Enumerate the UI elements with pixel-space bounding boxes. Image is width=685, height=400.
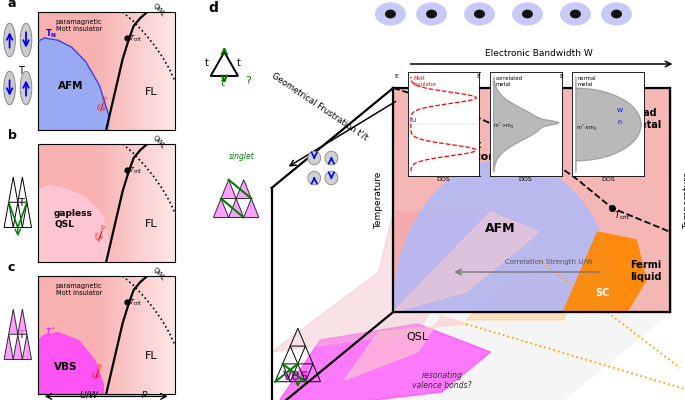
Text: T: T [18,66,24,76]
Text: Temperature: Temperature [374,171,383,229]
Ellipse shape [308,151,321,165]
X-axis label: DOS: DOS [436,177,451,182]
Ellipse shape [325,171,338,185]
Text: QWL: QWL [151,2,166,18]
Polygon shape [4,334,13,360]
Polygon shape [393,160,671,312]
Text: VBS: VBS [283,370,309,383]
Text: QSL: QSL [406,332,429,342]
Polygon shape [393,88,671,312]
Polygon shape [38,185,109,262]
Text: $T^*$: $T^*$ [45,326,56,338]
Text: b: b [8,129,16,142]
Text: $m^*\!\approx\!m_0$: $m^*\!\approx\!m_0$ [575,123,597,133]
Text: paramagnetic
Mott insulator: paramagnetic Mott insulator [55,283,102,296]
Text: E: E [477,74,481,79]
Text: Mott
insulator: Mott insulator [413,76,436,87]
Text: $\frac{dT^{HL}}{dp}\!>\!0$: $\frac{dT^{HL}}{dp}\!>\!0$ [92,222,113,244]
Text: $\frac{dT_N}{dp}\!<\!0$: $\frac{dT_N}{dp}\!<\!0$ [95,93,114,114]
Text: AFM: AFM [58,81,84,91]
Text: QWL: QWL [151,134,166,150]
Text: normal
metal: normal metal [577,76,597,87]
Text: E: E [559,74,563,79]
Polygon shape [38,38,109,130]
Ellipse shape [4,71,15,105]
Polygon shape [214,198,229,218]
Text: c: c [8,261,15,274]
Text: $T_{\rm crit}$: $T_{\rm crit}$ [129,297,142,308]
Text: paramagnetic
Mott insulator: paramagnetic Mott insulator [55,19,102,32]
Polygon shape [18,309,27,334]
Text: $p$: $p$ [141,389,148,400]
Ellipse shape [308,171,321,185]
Polygon shape [244,198,259,218]
Ellipse shape [21,23,32,57]
Text: QWL: QWL [151,266,166,282]
Text: a: a [8,0,16,10]
Polygon shape [563,232,646,312]
Text: $U/W$: $U/W$ [79,389,100,400]
Text: T: T [18,330,24,340]
Polygon shape [38,333,103,394]
Polygon shape [221,180,236,198]
Polygon shape [271,312,671,400]
Text: FL: FL [145,350,157,361]
Text: singlet: singlet [229,152,254,161]
Text: FL: FL [145,87,157,97]
Text: $m^*\!>\!m_0$: $m^*\!>\!m_0$ [493,121,514,131]
Ellipse shape [4,23,15,57]
Polygon shape [393,212,539,312]
Polygon shape [236,180,251,198]
Text: t: t [205,58,209,68]
Polygon shape [23,334,32,360]
Text: t': t' [221,78,227,88]
Text: $T_{\rm crit}$: $T_{\rm crit}$ [129,165,142,176]
Text: $T_{\rm crit}$: $T_{\rm crit}$ [129,33,142,44]
Ellipse shape [325,151,338,165]
Text: $\mathbf{T_N}$: $\mathbf{T_N}$ [45,28,57,40]
Text: resonating
valence bonds?: resonating valence bonds? [412,370,471,390]
Text: FL: FL [145,218,157,229]
Text: correlated
metal: correlated metal [495,76,523,87]
Text: Correlation Strength U/W: Correlation Strength U/W [505,259,593,265]
Text: t: t [236,58,240,68]
Text: d: d [208,1,219,15]
Text: Geometrical Frustration t'/t: Geometrical Frustration t'/t [271,71,370,142]
Text: SC: SC [595,288,610,298]
Text: VBS: VBS [54,362,77,372]
Polygon shape [13,334,23,360]
Polygon shape [229,198,244,218]
Text: Temperature: Temperature [683,171,685,229]
Text: E: E [395,74,399,79]
Text: ?: ? [245,76,251,86]
Text: W: W [616,108,623,112]
Text: Fermi
liquid: Fermi liquid [630,260,662,282]
Text: Electronic Bandwidth W: Electronic Bandwidth W [485,49,593,58]
Text: U: U [411,118,416,123]
Polygon shape [271,212,490,352]
X-axis label: DOS: DOS [601,177,615,182]
Text: $E_F$: $E_F$ [616,118,623,127]
Polygon shape [466,276,578,320]
Polygon shape [9,309,18,334]
Text: $\frac{dT^*}{dp}\!<\!0$: $\frac{dT^*}{dp}\!<\!0$ [90,360,110,382]
Polygon shape [271,324,490,400]
Text: AFM: AFM [485,222,515,235]
Polygon shape [345,316,466,380]
Text: Mott
insulator: Mott insulator [438,140,494,162]
Text: gapless
QSL: gapless QSL [54,209,93,229]
Ellipse shape [21,71,32,105]
Text: bad
metal: bad metal [630,108,662,130]
Text: T: T [18,198,24,208]
X-axis label: DOS: DOS [519,177,533,182]
Text: $T_{\rm crit}$: $T_{\rm crit}$ [614,209,631,222]
